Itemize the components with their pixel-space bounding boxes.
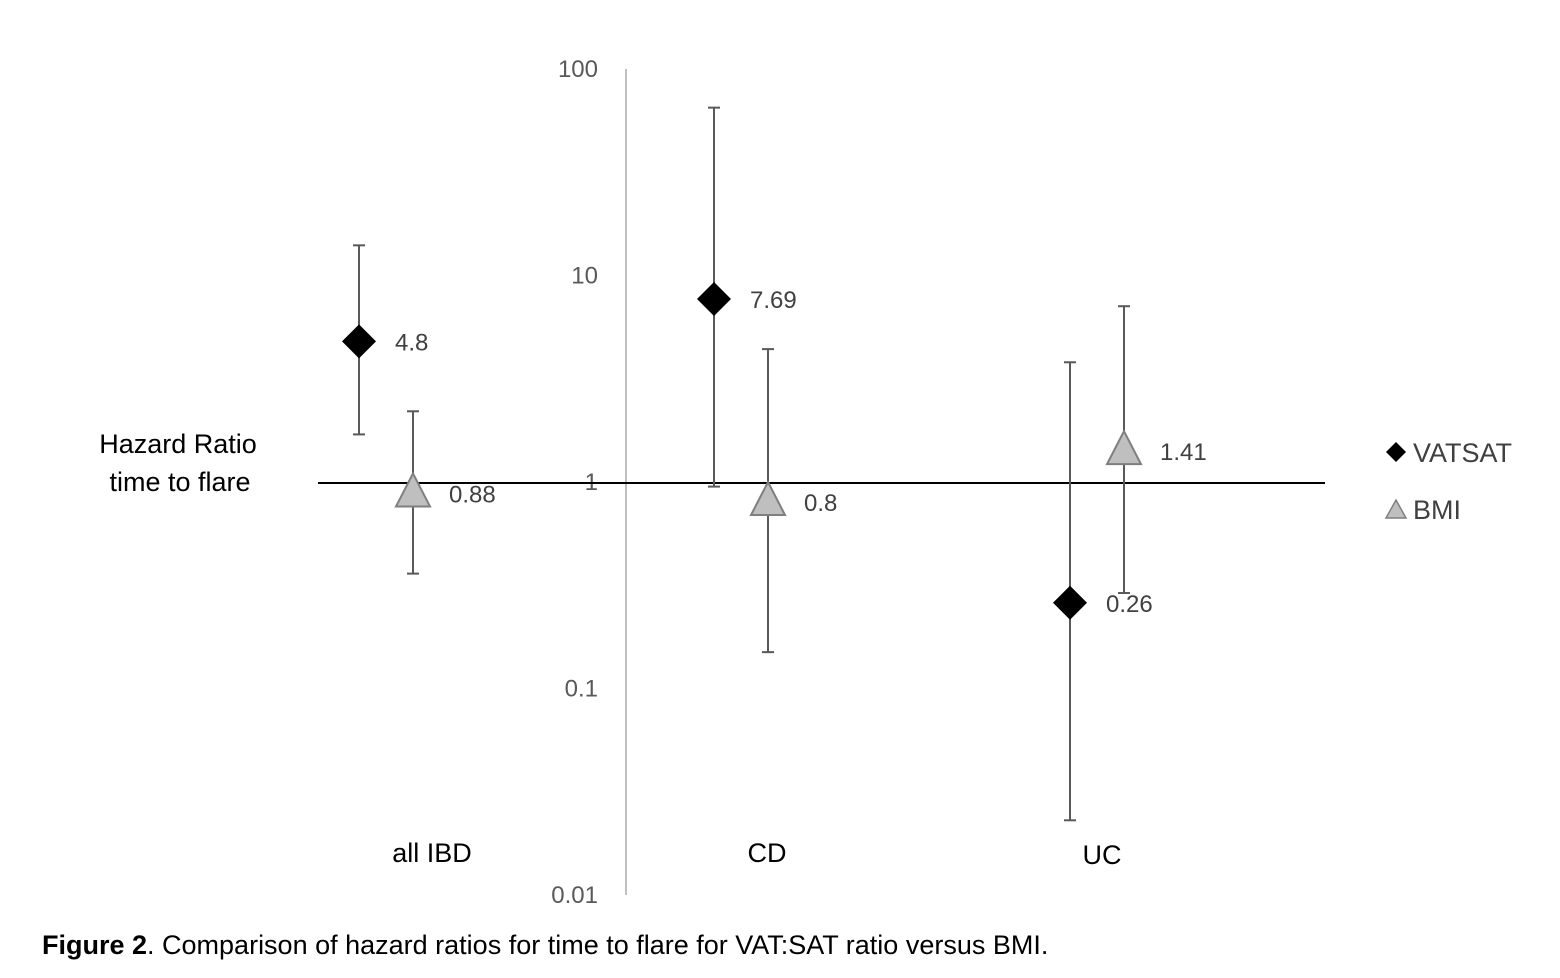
legend-label-vatsat: VATSAT [1413, 438, 1512, 468]
y-tick-label: 0.01 [551, 882, 598, 909]
data-label: 4.8 [395, 329, 428, 356]
data-label: 0.88 [449, 481, 496, 508]
data-label: 7.69 [750, 287, 797, 314]
y-tick-label: 0.1 [565, 676, 598, 703]
y-axis-label-line-2: time to flare [109, 467, 250, 497]
figure-caption-label: Figure 2 [42, 930, 148, 960]
series-vatsat: 4.8 7.69 0.26 [342, 106, 1153, 822]
legend-triangle-icon [1384, 498, 1408, 519]
y-tick-label: 100 [558, 56, 598, 83]
y-axis-label: Hazard Ratio time to flare [99, 429, 257, 497]
legend: VATSAT BMI [1384, 438, 1512, 525]
data-label: 0.26 [1106, 591, 1153, 618]
category-label: all IBD [392, 838, 472, 868]
legend-diamond-icon [1386, 442, 1406, 462]
data-label: 0.8 [804, 490, 837, 517]
point-diamond [1053, 585, 1087, 620]
y-axis-label-line-1: Hazard Ratio [99, 429, 257, 459]
point-diamond [342, 324, 376, 359]
point-triangle [394, 471, 432, 508]
figure-caption: Figure 2. Comparison of hazard ratios fo… [42, 930, 1048, 961]
figure-caption-text: . Comparison of hazard ratios for time t… [147, 930, 1049, 960]
category-label: CD [748, 838, 787, 868]
legend-label-bmi: BMI [1413, 495, 1461, 525]
point-triangle [1105, 429, 1143, 466]
category-labels: all IBD CD UC [392, 838, 1121, 870]
point-diamond [697, 282, 731, 317]
point-triangle [749, 479, 787, 517]
series-bmi: 0.88 0.8 1.41 [394, 305, 1207, 654]
data-label: 1.41 [1160, 439, 1207, 466]
category-label: UC [1083, 840, 1122, 870]
data-marks: 4.8 7.69 0.26 0.88 0.8 1.41 [342, 106, 1207, 822]
y-tick-label: 10 [571, 263, 598, 290]
